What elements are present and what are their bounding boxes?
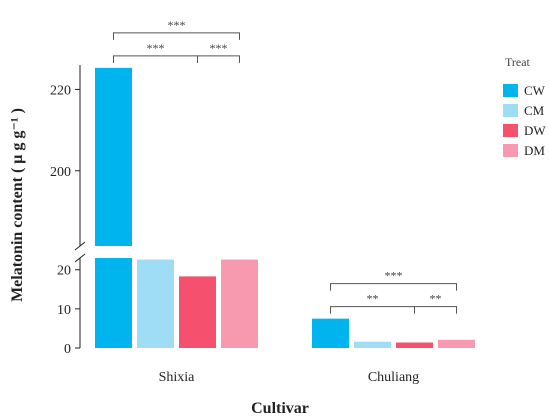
bar-shixia-cm: [137, 259, 174, 348]
significance-label: ***: [147, 41, 165, 55]
bar-shixia-cw-upper: [95, 67, 132, 246]
significance-bracket: [113, 55, 198, 63]
y-tick-label: 200: [50, 165, 71, 180]
x-tick-label: Shixia: [159, 370, 196, 385]
x-tick-label: Chuliang: [368, 370, 419, 385]
bar-shixia-cw-lower: [95, 258, 132, 348]
y-axis-title: Melatonin content ( μ g g⁻¹ ): [9, 108, 26, 302]
significance-bracket: [330, 283, 457, 291]
legend-label-cw: CW: [524, 83, 546, 98]
significance-label: **: [367, 292, 379, 306]
legend-swatch-dw: [503, 124, 518, 137]
significance-bracket: [197, 55, 240, 63]
bar-chuliang-dw: [396, 342, 433, 348]
y-tick-label: 10: [57, 303, 71, 318]
legend: Treat CW CM DW DM: [503, 55, 546, 158]
legend-swatch-cm: [503, 104, 518, 117]
legend-label-dm: DM: [524, 143, 545, 158]
bar-shixia-dm: [221, 259, 258, 348]
legend-title: Treat: [505, 55, 531, 69]
bars: [95, 67, 475, 348]
legend-label-cm: CM: [524, 103, 545, 118]
y-tick-label: 20: [57, 264, 71, 279]
bar-chuliang-cw: [312, 318, 349, 348]
legend-swatch-dm: [503, 144, 518, 157]
y-tick-label: 0: [64, 342, 71, 357]
y-tick-label: 220: [50, 83, 71, 98]
axis-break-mark-upper: [74, 241, 86, 251]
significance-brackets: ****************: [113, 18, 457, 314]
x-axis-title: Cultivar: [251, 400, 309, 417]
significance-label: **: [430, 292, 442, 306]
bar-chuliang-dm: [438, 339, 475, 348]
significance-bracket: [113, 32, 240, 40]
bar-shixia-dw: [179, 276, 216, 348]
legend-swatch-cw: [503, 84, 518, 97]
significance-label: ***: [168, 18, 186, 32]
significance-bracket: [330, 306, 415, 314]
bar-chuliang-cm: [354, 341, 391, 348]
legend-label-dw: DW: [524, 123, 546, 138]
significance-label: ***: [385, 269, 403, 283]
axes: 0 10 20 200 220 Shixia Chuliang: [50, 65, 419, 385]
axis-break-mark-lower: [74, 253, 86, 263]
significance-label: ***: [210, 41, 228, 55]
significance-bracket: [414, 306, 457, 314]
